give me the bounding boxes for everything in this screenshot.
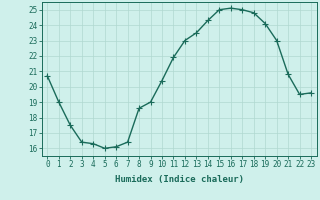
X-axis label: Humidex (Indice chaleur): Humidex (Indice chaleur) — [115, 175, 244, 184]
